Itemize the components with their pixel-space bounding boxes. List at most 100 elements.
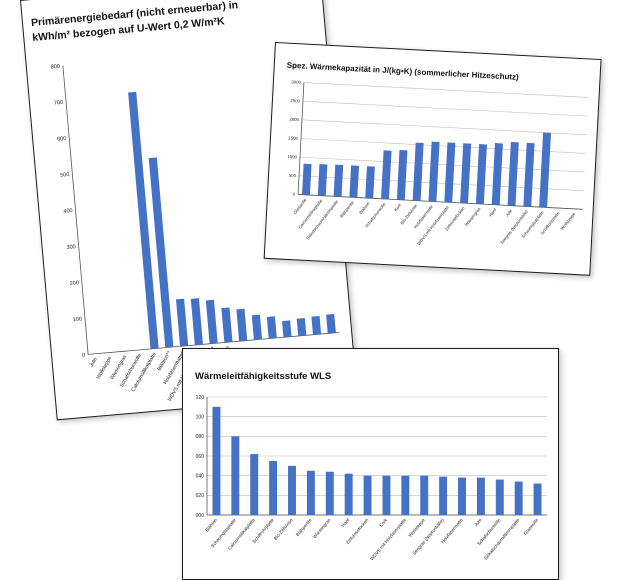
y-tick-label: 060 — [196, 454, 205, 460]
bar — [460, 143, 472, 204]
bar — [269, 460, 278, 515]
bar — [251, 314, 263, 340]
x-category-label: Hanf — [340, 517, 351, 528]
y-tick-label: 3000 — [291, 79, 301, 85]
bar — [266, 316, 277, 339]
bar — [128, 91, 159, 349]
bar — [175, 298, 189, 347]
bar — [514, 481, 523, 515]
bar — [212, 406, 221, 515]
bar — [420, 475, 429, 515]
gridline — [300, 138, 586, 154]
y-tick-label: 080 — [196, 434, 205, 440]
y-axis-line — [297, 82, 305, 195]
y-tick-label: 200 — [70, 280, 80, 287]
y-tick-label: 1000 — [287, 154, 297, 160]
gridline — [299, 156, 585, 173]
x-axis-line — [298, 194, 583, 210]
y-tick-label: 600 — [57, 136, 67, 143]
x-category-label: Wollsteppe — [560, 211, 577, 231]
y-tick-label: 120 — [196, 395, 205, 401]
y-tick-label: 0 — [82, 353, 86, 359]
x-category-label: Blähton — [358, 200, 371, 215]
bar — [250, 454, 259, 515]
y-tick-label: 300 — [66, 244, 76, 251]
bar — [306, 470, 315, 515]
bar — [495, 479, 504, 515]
bar — [363, 475, 372, 515]
bar — [412, 142, 424, 201]
y-tick-label: 2500 — [290, 98, 300, 104]
bar — [444, 142, 456, 203]
bar — [231, 436, 240, 515]
bar — [325, 471, 334, 515]
y-tick-label: 0 — [293, 192, 296, 197]
x-category-label: Wollsteppe — [408, 517, 427, 538]
x-category-label: Jute — [504, 208, 513, 218]
chart-title: Spez. Wärmekapazität in J/(kg•K) (sommer… — [287, 61, 520, 82]
bar — [382, 475, 391, 515]
heat-capacity-chart: Spez. Wärmekapazität in J/(kg•K) (sommer… — [287, 61, 589, 246]
x-category-label: Wiesengras — [464, 207, 482, 228]
y-tick-label: 500 — [289, 173, 297, 178]
x-category-label: WDVS mit Holzfaserplatte — [369, 517, 407, 561]
bar — [205, 299, 218, 344]
y-tick-label: 020 — [196, 493, 205, 499]
x-category-label: Wiesengras — [312, 517, 332, 539]
x-category-label: Hanf — [488, 207, 498, 218]
gridline — [302, 100, 588, 117]
x-category-label: Blähton — [204, 517, 218, 532]
bar — [344, 473, 353, 515]
x-category-label: Kork — [378, 517, 388, 528]
bar — [190, 298, 203, 346]
bar — [539, 132, 551, 208]
x-category-label: Kork — [393, 202, 403, 213]
bar — [396, 150, 408, 201]
bar — [296, 317, 307, 337]
y-tick-label: 400 — [63, 208, 73, 215]
bar — [439, 476, 448, 515]
y-tick-label: 2000 — [289, 117, 299, 123]
thermal-conductivity-chart-card: Wärmeleitfähigkeitsstufe WLS 000 020 040 060… — [182, 348, 559, 580]
bar — [381, 150, 392, 200]
bar — [507, 142, 519, 206]
bar — [475, 144, 487, 205]
bar — [349, 165, 360, 198]
bar — [148, 157, 174, 348]
x-category-label: Silikatschaumdämmplatte — [483, 517, 521, 561]
x-category-label: Blähperlite — [339, 199, 356, 218]
bar — [491, 143, 503, 205]
heat-capacity-chart-card: Spez. Wärmekapazität in J/(kg•K) (sommer… — [263, 42, 602, 276]
bar — [236, 308, 248, 342]
bar — [311, 315, 322, 335]
y-tick-label: 040 — [196, 473, 205, 479]
chart-title: Wärmeleitfähigkeitsstufe WLS — [195, 371, 331, 382]
x-category-label: Jute — [89, 357, 99, 369]
y-tick-label: 100 — [73, 316, 83, 323]
y-tick-label: 700 — [54, 100, 64, 107]
y-tick-label: 1500 — [288, 135, 298, 141]
x-category-label: Bio-Zellulose — [273, 517, 294, 541]
bar — [302, 163, 312, 196]
bar — [476, 477, 485, 515]
bar — [365, 166, 375, 199]
thermal-conductivity-chart: Wärmeleitfähigkeitsstufe WLS 000 020 040 060… — [195, 371, 547, 561]
y-axis-line — [62, 65, 89, 355]
bar — [221, 307, 233, 343]
bar — [333, 164, 344, 197]
y-tick-label: 800 — [51, 64, 61, 71]
x-category-label: Jute — [473, 517, 483, 527]
bar — [523, 142, 535, 207]
bar — [288, 465, 296, 515]
gridline — [301, 119, 587, 136]
bar — [533, 483, 542, 515]
y-tick-label: 500 — [60, 172, 70, 179]
bar — [428, 141, 440, 202]
bar — [282, 320, 292, 338]
bar — [317, 164, 328, 196]
bar — [326, 313, 336, 334]
gridline — [299, 175, 584, 191]
x-category-label: WDVS mit Holzfaserplatte — [416, 204, 450, 246]
y-tick-label: 000 — [196, 513, 205, 519]
x-category-label: Blähperlite — [295, 517, 313, 537]
